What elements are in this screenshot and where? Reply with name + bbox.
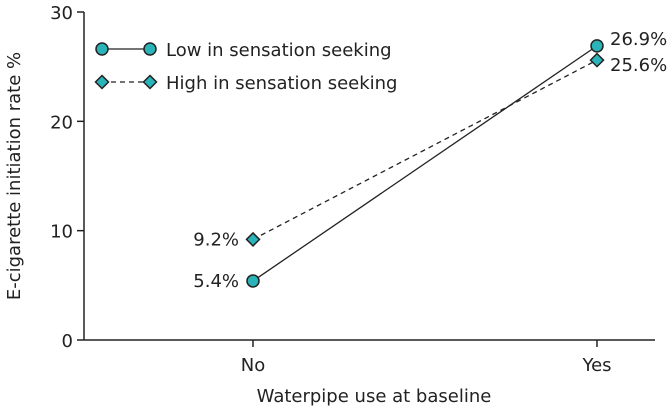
legend-label-high-in-sensation-seeking: High in sensation seeking: [166, 73, 397, 94]
legend: Low in sensation seeking High in sensatio…: [94, 40, 397, 94]
legend-marker-low-in-sensation-seeking: [143, 42, 157, 56]
data-label-high-in-sensation-seeking: 9.2%: [193, 229, 239, 250]
legend-marker-high-in-sensation-seeking: [94, 74, 110, 90]
legend-label-low-in-sensation-seeking: Low in sensation seeking: [166, 40, 392, 61]
series-line-low-in-sensation-seeking: [252, 45, 598, 282]
x-axis-title: Waterpipe use at baseline: [257, 386, 492, 407]
data-label-high-in-sensation-seeking: 25.6%: [610, 55, 667, 76]
y-axis-title: E-cigarette initiation rate %: [4, 52, 25, 300]
data-point-low-in-sensation-seeking: [246, 274, 260, 288]
legend-marker-low-in-sensation-seeking: [95, 42, 109, 56]
data-label-low-in-sensation-seeking: 5.4%: [193, 271, 239, 292]
series-lines: [252, 45, 598, 282]
series-markers: [245, 39, 605, 288]
data-labels: 5.4% 26.9% 9.2% 25.6%: [193, 29, 667, 292]
data-point-high-in-sensation-seeking: [589, 52, 605, 68]
data-point-low-in-sensation-seeking: [590, 39, 604, 53]
legend-marker-high-in-sensation-seeking: [142, 74, 158, 90]
data-point-high-in-sensation-seeking: [245, 231, 261, 247]
y-tick-label: 30: [50, 3, 73, 24]
y-tick-label: 20: [50, 112, 73, 133]
data-label-low-in-sensation-seeking: 26.9%: [610, 29, 667, 50]
y-tick-label: 10: [50, 222, 73, 243]
axes: 0 10 20 30 No Yes: [50, 3, 655, 376]
x-tick-label: Yes: [581, 355, 611, 376]
y-tick-label: 0: [62, 331, 73, 352]
series-line-high-in-sensation-seeking: [252, 59, 598, 240]
x-tick-label: No: [241, 355, 265, 376]
